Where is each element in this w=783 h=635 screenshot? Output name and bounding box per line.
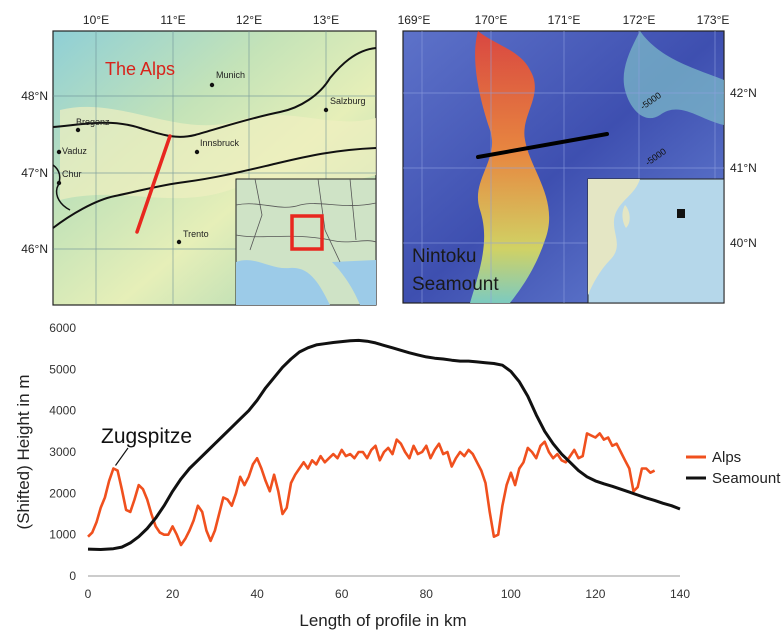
seamount-lat-tick: 40°N xyxy=(730,236,757,250)
x-tick-labels: 0 20 40 60 80 100 120 140 xyxy=(85,587,691,601)
alps-map: Munich Salzburg Bregenz Vaduz Innsbruck … xyxy=(21,13,377,306)
alps-lat-ticks: 48°N 47°N 46°N xyxy=(21,89,48,256)
annotation-label: Zugspitze xyxy=(101,425,192,448)
alps-lon-tick: 12°E xyxy=(236,13,262,27)
y-tick-label: 5000 xyxy=(49,362,76,376)
city-label: Munich xyxy=(216,70,245,80)
series-layer xyxy=(87,338,681,551)
alps-border-north xyxy=(52,47,377,138)
city-label: Vaduz xyxy=(62,146,87,156)
alps-lat-tick: 46°N xyxy=(21,242,48,256)
alps-profile-line xyxy=(135,134,172,234)
inset-highlight-box xyxy=(290,214,324,251)
seamount-lon-tick: 169°E xyxy=(398,13,431,27)
seamount-lon-ticks: 169°E 170°E 171°E 172°E 173°E xyxy=(398,13,730,27)
x-tick-label: 40 xyxy=(250,587,264,601)
x-tick-label: 100 xyxy=(501,587,521,601)
city-label: Chur xyxy=(62,169,82,179)
y-tick-labels: 0 1000 2000 3000 4000 5000 6000 xyxy=(49,321,76,583)
alps-lat-tick: 48°N xyxy=(21,89,48,103)
alps-relief xyxy=(60,106,376,200)
alps-lon-tick: 11°E xyxy=(160,13,185,27)
seamount-lat-tick: 41°N xyxy=(730,161,757,175)
y-axis-label: (Shifted) Height in m xyxy=(14,375,33,530)
legend-label-alps: Alps xyxy=(712,449,741,466)
x-tick-label: 140 xyxy=(670,587,690,601)
city-label: Bregenz xyxy=(76,117,110,127)
x-tick-label: 80 xyxy=(420,587,434,601)
series-line-seamount xyxy=(87,338,681,551)
city-label: Salzburg xyxy=(330,96,366,106)
y-tick-label: 4000 xyxy=(49,404,76,418)
profile-chart: 0 20 40 60 80 100 120 140 0 1000 2000 3000 4000 5000… xyxy=(14,321,781,630)
city-label: Innsbruck xyxy=(200,138,240,148)
seamount-title-line1: Nintoku xyxy=(412,246,476,267)
alps-border-west xyxy=(52,164,71,211)
alps-lon-ticks: 10°E 11°E 12°E 13°E xyxy=(83,13,339,27)
seamount-lon-tick: 171°E xyxy=(548,13,581,27)
x-axis-label: Length of profile in km xyxy=(299,611,466,630)
seamount-inset-map xyxy=(587,178,725,304)
inset-location-marker xyxy=(677,209,685,218)
x-tick-label: 60 xyxy=(335,587,349,601)
series-line-alps xyxy=(87,432,656,547)
seamount-lon-tick: 173°E xyxy=(697,13,730,27)
seamount-gridlines xyxy=(403,31,724,303)
y-tick-label: 6000 xyxy=(49,321,76,335)
x-tick-label: 20 xyxy=(166,587,180,601)
city-label: Trento xyxy=(183,229,209,239)
y-tick-label: 2000 xyxy=(49,486,76,500)
seamount-title-line2: Seamount xyxy=(412,274,499,295)
alps-map-title: The Alps xyxy=(105,59,175,79)
seamount-lon-tick: 170°E xyxy=(475,13,508,27)
alps-cities: Munich Salzburg Bregenz Vaduz Innsbruck … xyxy=(56,70,366,245)
seamount-lat-ticks: 42°N 41°N 40°N xyxy=(730,86,757,250)
alps-border-south xyxy=(52,147,377,229)
annotation-leader-line xyxy=(115,447,129,466)
alps-inset-map xyxy=(235,178,377,306)
seamount-map: -5000 -5000 Nintoku Seamount 169°E 170°E… xyxy=(398,13,757,304)
x-tick-label: 0 xyxy=(85,587,92,601)
chart-legend: Alps Seamount xyxy=(686,449,781,487)
seamount-profile-line xyxy=(476,132,609,159)
legend-label-seamount: Seamount xyxy=(712,470,781,487)
alps-lat-tick: 47°N xyxy=(21,166,48,180)
y-tick-label: 3000 xyxy=(49,445,76,459)
alps-lon-tick: 13°E xyxy=(313,13,339,27)
y-tick-label: 0 xyxy=(69,569,76,583)
seamount-lon-tick: 172°E xyxy=(623,13,656,27)
zugspitze-annotation: Zugspitze xyxy=(101,425,192,466)
y-tick-label: 1000 xyxy=(49,528,76,542)
seamount-ridge-secondary xyxy=(623,31,724,125)
alps-lon-tick: 10°E xyxy=(83,13,109,27)
x-tick-label: 120 xyxy=(585,587,605,601)
seamount-lat-tick: 42°N xyxy=(730,86,757,100)
seamount-ridge xyxy=(470,31,550,303)
